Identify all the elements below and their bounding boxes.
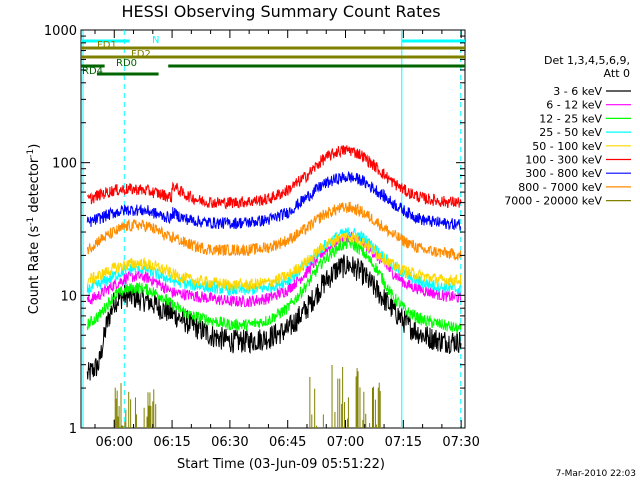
x-tick-label-07-30: 07:30 — [442, 435, 479, 450]
chart-title: HESSI Observing Summary Count Rates — [121, 2, 440, 21]
legend-label-25-50-kev: 25 - 50 keV — [539, 126, 602, 139]
series-line-12-25-kev — [86, 236, 462, 334]
series-line-3-6-kev — [86, 254, 462, 381]
legend-label-12-25-kev: 12 - 25 keV — [539, 112, 602, 125]
x-tick-label-07-15: 07:15 — [385, 435, 422, 450]
series-line-800-7000-kev — [86, 201, 462, 261]
series-line-6-12-kev — [86, 231, 462, 308]
legend-label-6-12-kev: 6 - 12 keV — [546, 99, 602, 112]
legend-label-300-800-kev: 300 - 800 keV — [525, 167, 602, 180]
vertical-markers — [82, 30, 462, 428]
x-tick-label-07-00: 07:00 — [327, 435, 364, 450]
series-line-25-50-kev — [86, 227, 462, 296]
y-tick-label-1: 1 — [69, 422, 77, 437]
legend-label-100-300-kev: 100 - 300 keV — [525, 154, 602, 167]
segment-label-fd1: FD1 — [97, 40, 117, 51]
legend-label-800-7000-kev: 800 - 7000 keV — [518, 181, 602, 194]
x-tick-label-06-30: 06:30 — [211, 435, 248, 450]
segment-label-rd4: RD4 — [82, 66, 103, 77]
legend-label-50-100-kev: 50 - 100 keV — [532, 140, 602, 153]
x-tick-label-06-15: 06:15 — [153, 435, 190, 450]
y-tick-label-100: 100 — [52, 157, 77, 172]
legend-header-detectors: Det 1,3,4,5,6,9, — [544, 54, 630, 67]
legend-header-attenuator: Att 0 — [604, 67, 630, 80]
series-7000-20000-kev-spikes — [113, 364, 381, 428]
x-tick-label-06-00: 06:00 — [96, 435, 133, 450]
x-axis-ticks: 06:00 06:15 06:30 06:45 07:00 07:15 07:30 — [94, 30, 480, 450]
segment-label-n: N — [152, 35, 159, 46]
legend-label-3-6-kev: 3 - 6 keV — [553, 85, 602, 98]
segment-label-fd2: FD2 — [131, 49, 151, 60]
x-axis-label: Start Time (03-Jun-09 05:51:22) — [177, 457, 385, 472]
series-line-50-100-kev — [86, 232, 462, 292]
segment-label-rd0: RD0 — [116, 58, 137, 69]
y-axis-ticks: 1 10 100 1000 — [44, 24, 465, 437]
series-line-100-300-kev — [86, 145, 462, 210]
y-tick-label-1000: 1000 — [44, 24, 77, 39]
plot-frame — [80, 29, 466, 429]
y-tick-label-10: 10 — [60, 289, 77, 304]
legend-label-7000-20000-kev: 7000 - 20000 keV — [504, 195, 602, 208]
series-lines — [86, 145, 462, 381]
y-axis-label: Count Rate (s-1 detector-1) — [26, 144, 42, 315]
footer-date: 7-Mar-2010 22:03 — [556, 469, 636, 479]
series-line-300-800-kev — [86, 170, 462, 231]
x-tick-label-06-45: 06:45 — [269, 435, 306, 450]
